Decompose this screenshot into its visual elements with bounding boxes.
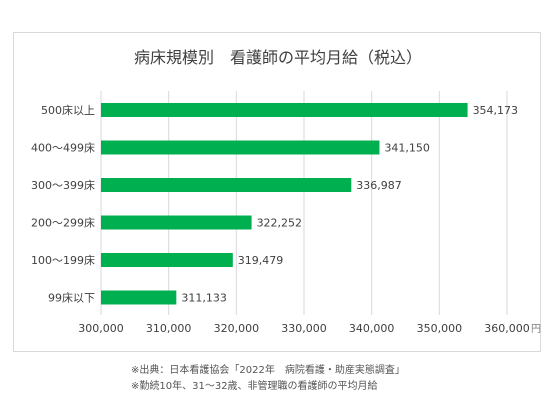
category-labels: 500床以上 400～499床 300～399床 200～299床 100～199床 99… xyxy=(31,103,95,305)
data-label: 341,150 xyxy=(384,142,430,155)
x-tick-label: 310,000 xyxy=(146,322,192,335)
bar xyxy=(101,290,177,305)
bar xyxy=(101,253,233,267)
category-label: 400～499床 xyxy=(31,141,95,155)
chart-frame: 病床規模別 看護師の平均月給（税込） 500床以上 400～499床 300～399… xyxy=(13,32,541,352)
condition-note: ※勤続10年、31～32歳、非管理職の看護師の平均月給 xyxy=(131,381,378,392)
bar xyxy=(101,140,380,155)
category-label: 500床以上 xyxy=(41,103,95,117)
bar xyxy=(101,103,468,117)
data-label: 319,479 xyxy=(238,254,284,267)
gridlines xyxy=(100,91,508,315)
x-tick-label: 360,000 xyxy=(484,322,530,335)
source-note: ※出典：日本看護協会「2022年 病院看護・助産実態調査」 xyxy=(131,365,405,376)
data-label: 336,987 xyxy=(356,179,402,192)
x-tick-label: 350,000 xyxy=(417,322,463,335)
bar xyxy=(101,178,352,192)
chart-title: 病床規模別 看護師の平均月給（税込） xyxy=(134,48,422,67)
data-label: 311,133 xyxy=(181,292,227,305)
data-label: 354,173 xyxy=(473,104,519,117)
bar-chart: 病床規模別 看護師の平均月給（税込） 500床以上 400～499床 300～399… xyxy=(31,48,541,335)
category-label: 200～299床 xyxy=(31,216,95,230)
bar xyxy=(101,215,252,230)
x-tick-label: 300,000 xyxy=(78,322,124,335)
x-axis-ticks: 300,000 310,000 320,000 330,000 340,000 350,0… xyxy=(78,322,530,335)
x-tick-label: 330,000 xyxy=(281,322,327,335)
x-axis-unit: 円 xyxy=(531,324,541,335)
data-label: 322,252 xyxy=(257,217,303,230)
x-tick-label: 320,000 xyxy=(214,322,260,335)
bars xyxy=(101,103,468,305)
x-tick-label: 340,000 xyxy=(349,322,395,335)
category-label: 100～199床 xyxy=(31,253,95,267)
category-label: 300～399床 xyxy=(31,178,95,192)
value-labels: 354,173 341,150 336,987 322,252 319,479 311,1… xyxy=(181,104,518,305)
category-label: 99床以下 xyxy=(48,291,95,305)
